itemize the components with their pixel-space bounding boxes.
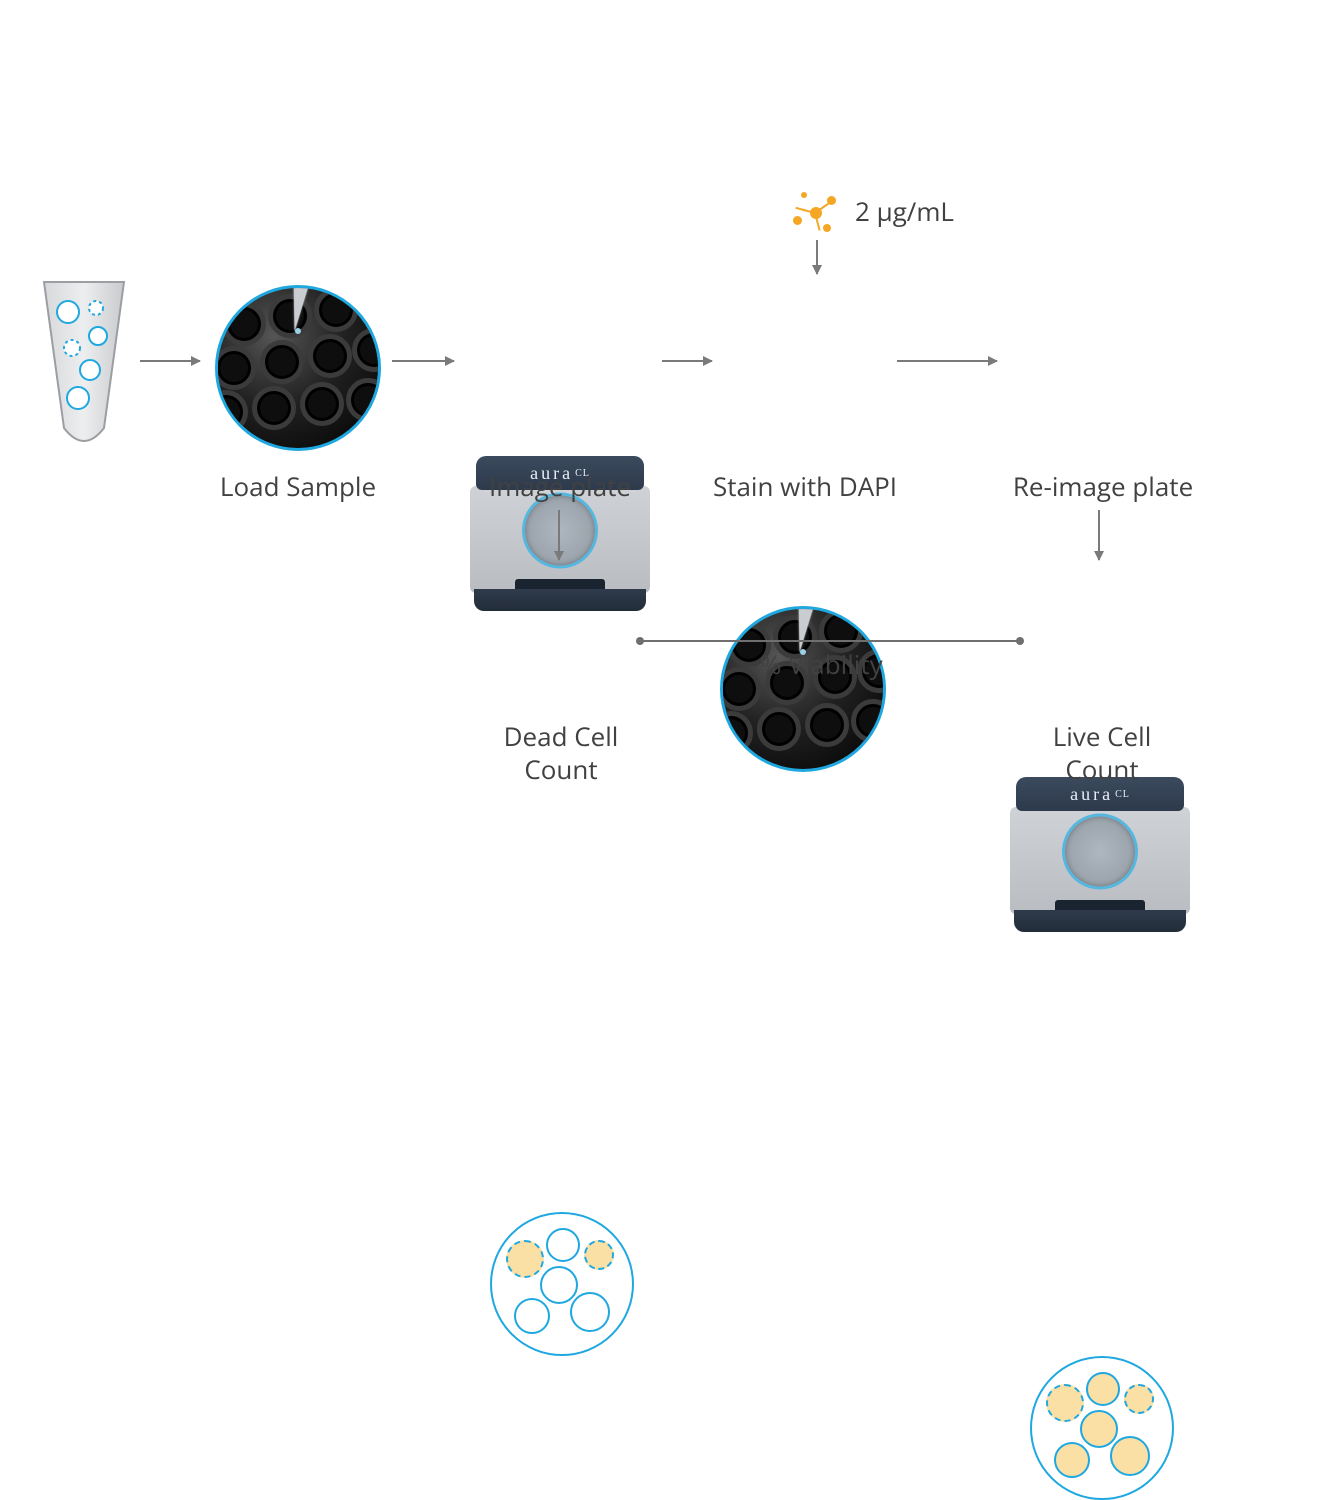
dapi-concentration: 2 μg/mL [855,195,954,228]
load-sample-label: Load Sample [218,470,378,503]
image-plate-label: Image plate [480,470,640,503]
sample-tube [38,278,130,458]
instrument-sub: CL [1115,789,1130,800]
instrument-reimage: auraCL [1010,777,1190,932]
live-cell-result [1030,1356,1174,1500]
arrow-reimage-to-live [1098,510,1100,560]
workflow-diagram: Load Sample auraCL Image plate Stain wit… [0,0,1328,1043]
dead-cell-result [490,1212,634,1356]
arrow-image-to-stain [662,360,712,362]
arrow-tube-to-load [140,360,200,362]
arrow-image-to-dead [558,510,560,560]
instrument-brand: aura [1070,784,1113,805]
dead-cell-label: Dead Cell Count [495,720,627,785]
arrow-load-to-image [392,360,454,362]
arrow-stain-to-reimage [897,360,997,362]
viability-label: % Viability [760,648,883,681]
stain-plate [720,606,886,772]
live-cell-label: Live Cell Count [1038,720,1166,785]
dapi-molecule-icon [793,188,843,238]
arrow-dapi-down [816,240,818,274]
reimage-label: Re-image plate [1008,470,1198,503]
stain-label: Stain with DAPI [705,470,905,503]
viability-connector [640,640,1020,642]
load-sample-plate [215,285,381,451]
